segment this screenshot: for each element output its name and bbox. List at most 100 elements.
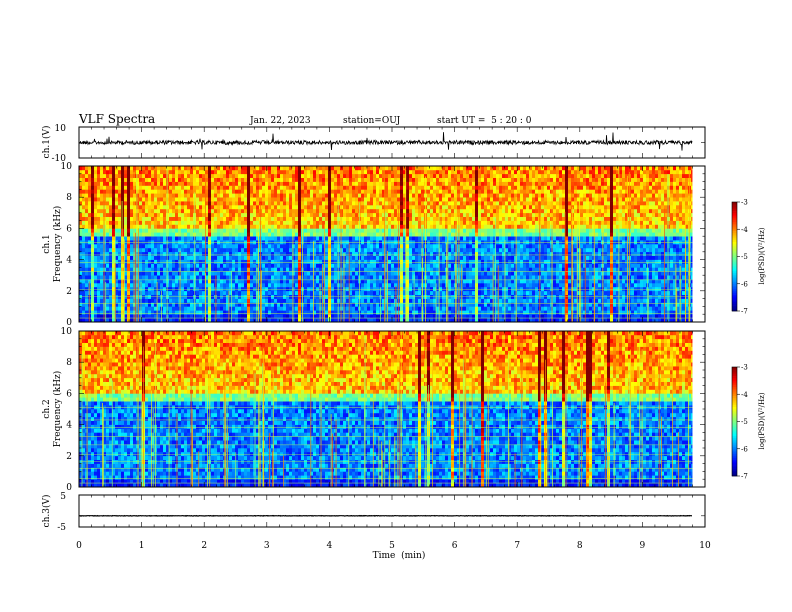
psd-cell bbox=[394, 216, 398, 221]
psd-cell bbox=[232, 283, 236, 288]
psd-cell bbox=[205, 275, 209, 280]
psd-cell bbox=[82, 283, 86, 288]
psd-cell bbox=[361, 271, 365, 276]
psd-cell bbox=[325, 166, 329, 171]
psd-cell bbox=[208, 283, 212, 288]
psd-cell bbox=[370, 298, 374, 303]
psd-cell bbox=[373, 283, 377, 288]
psd-cell bbox=[175, 279, 179, 284]
psd-cell bbox=[214, 173, 218, 178]
psd-cell bbox=[442, 193, 446, 198]
psd-cell bbox=[361, 283, 365, 288]
psd-cell bbox=[379, 197, 383, 202]
psd-cell bbox=[238, 220, 242, 225]
psd-cell bbox=[154, 177, 158, 182]
psd-cell bbox=[100, 177, 104, 182]
psd-cell bbox=[223, 205, 227, 210]
psd-cell bbox=[382, 294, 386, 299]
psd-cell bbox=[337, 212, 341, 217]
psd-cell bbox=[232, 294, 236, 299]
psd-cell bbox=[436, 271, 440, 276]
psd-cell bbox=[250, 236, 254, 241]
psd-cell bbox=[292, 259, 296, 264]
psd-cell bbox=[352, 306, 356, 311]
psd-cell bbox=[136, 236, 140, 241]
psd-cell bbox=[352, 212, 356, 217]
psd-cell bbox=[205, 205, 209, 210]
psd-cell bbox=[118, 290, 122, 295]
psd-cell bbox=[340, 290, 344, 295]
psd-cell bbox=[322, 259, 326, 264]
psd-cell bbox=[268, 302, 272, 307]
psd-cell bbox=[319, 181, 323, 186]
psd-cell bbox=[82, 166, 86, 171]
psd-cell bbox=[313, 201, 317, 206]
psd-cell bbox=[250, 267, 254, 272]
psd-cell bbox=[322, 208, 326, 214]
psd-cell bbox=[85, 212, 89, 217]
psd-cell bbox=[430, 173, 434, 178]
psd-cell bbox=[145, 263, 149, 268]
psd-cell bbox=[175, 181, 179, 186]
psd-cell bbox=[148, 318, 152, 323]
psd-cell bbox=[409, 177, 413, 182]
psd-cell bbox=[169, 169, 173, 175]
psd-cell bbox=[361, 290, 365, 295]
psd-cell bbox=[391, 177, 395, 182]
psd-cell bbox=[220, 244, 224, 249]
psd-cell bbox=[247, 267, 251, 272]
psd-cell bbox=[361, 310, 365, 315]
psd-cell bbox=[244, 283, 248, 288]
psd-cell bbox=[163, 271, 167, 276]
psd-cell bbox=[190, 205, 194, 210]
psd-cell bbox=[136, 201, 140, 206]
psd-cell bbox=[388, 185, 392, 190]
psd-cell bbox=[361, 189, 365, 194]
psd-cell bbox=[346, 294, 350, 299]
psd-cell bbox=[247, 189, 251, 194]
psd-cell bbox=[88, 298, 92, 303]
psd-cell bbox=[391, 197, 395, 202]
psd-cell bbox=[430, 169, 434, 175]
psd-cell bbox=[208, 189, 212, 194]
psd-cell bbox=[334, 283, 338, 288]
psd-cell bbox=[340, 177, 344, 182]
psd-cell bbox=[400, 294, 404, 299]
psd-cell bbox=[262, 255, 266, 260]
psd-cell bbox=[439, 283, 443, 288]
psd-cell bbox=[418, 247, 422, 253]
psd-cell bbox=[325, 197, 329, 202]
psd-cell bbox=[328, 185, 332, 190]
psd-cell bbox=[220, 169, 224, 175]
psd-cell bbox=[139, 181, 143, 186]
psd-cell bbox=[82, 224, 86, 229]
psd-cell bbox=[241, 255, 245, 260]
psd-cell bbox=[328, 302, 332, 307]
psd-cell bbox=[403, 271, 407, 276]
psd-cell bbox=[262, 290, 266, 295]
psd-cell bbox=[235, 271, 239, 276]
psd-cell bbox=[427, 185, 431, 190]
psd-cell bbox=[385, 318, 389, 323]
psd-cell bbox=[430, 228, 434, 233]
psd-cell bbox=[106, 166, 110, 171]
psd-cell bbox=[304, 185, 308, 190]
psd-cell bbox=[127, 294, 131, 299]
psd-cell bbox=[286, 247, 290, 253]
psd-cell bbox=[178, 263, 182, 268]
psd-cell bbox=[127, 232, 131, 237]
psd-cell bbox=[136, 306, 140, 311]
psd-cell bbox=[409, 310, 413, 315]
psd-cell bbox=[208, 201, 212, 206]
psd-cell bbox=[409, 244, 413, 249]
psd-cell bbox=[217, 255, 221, 260]
psd-cell bbox=[289, 314, 293, 319]
psd-cell bbox=[286, 216, 290, 221]
psd-cell bbox=[298, 220, 302, 225]
psd-cell bbox=[325, 298, 329, 303]
psd-cell bbox=[172, 216, 176, 221]
psd-cell bbox=[439, 294, 443, 299]
psd-cell bbox=[325, 314, 329, 319]
psd-cell bbox=[160, 224, 164, 229]
psd-cell bbox=[346, 267, 350, 272]
